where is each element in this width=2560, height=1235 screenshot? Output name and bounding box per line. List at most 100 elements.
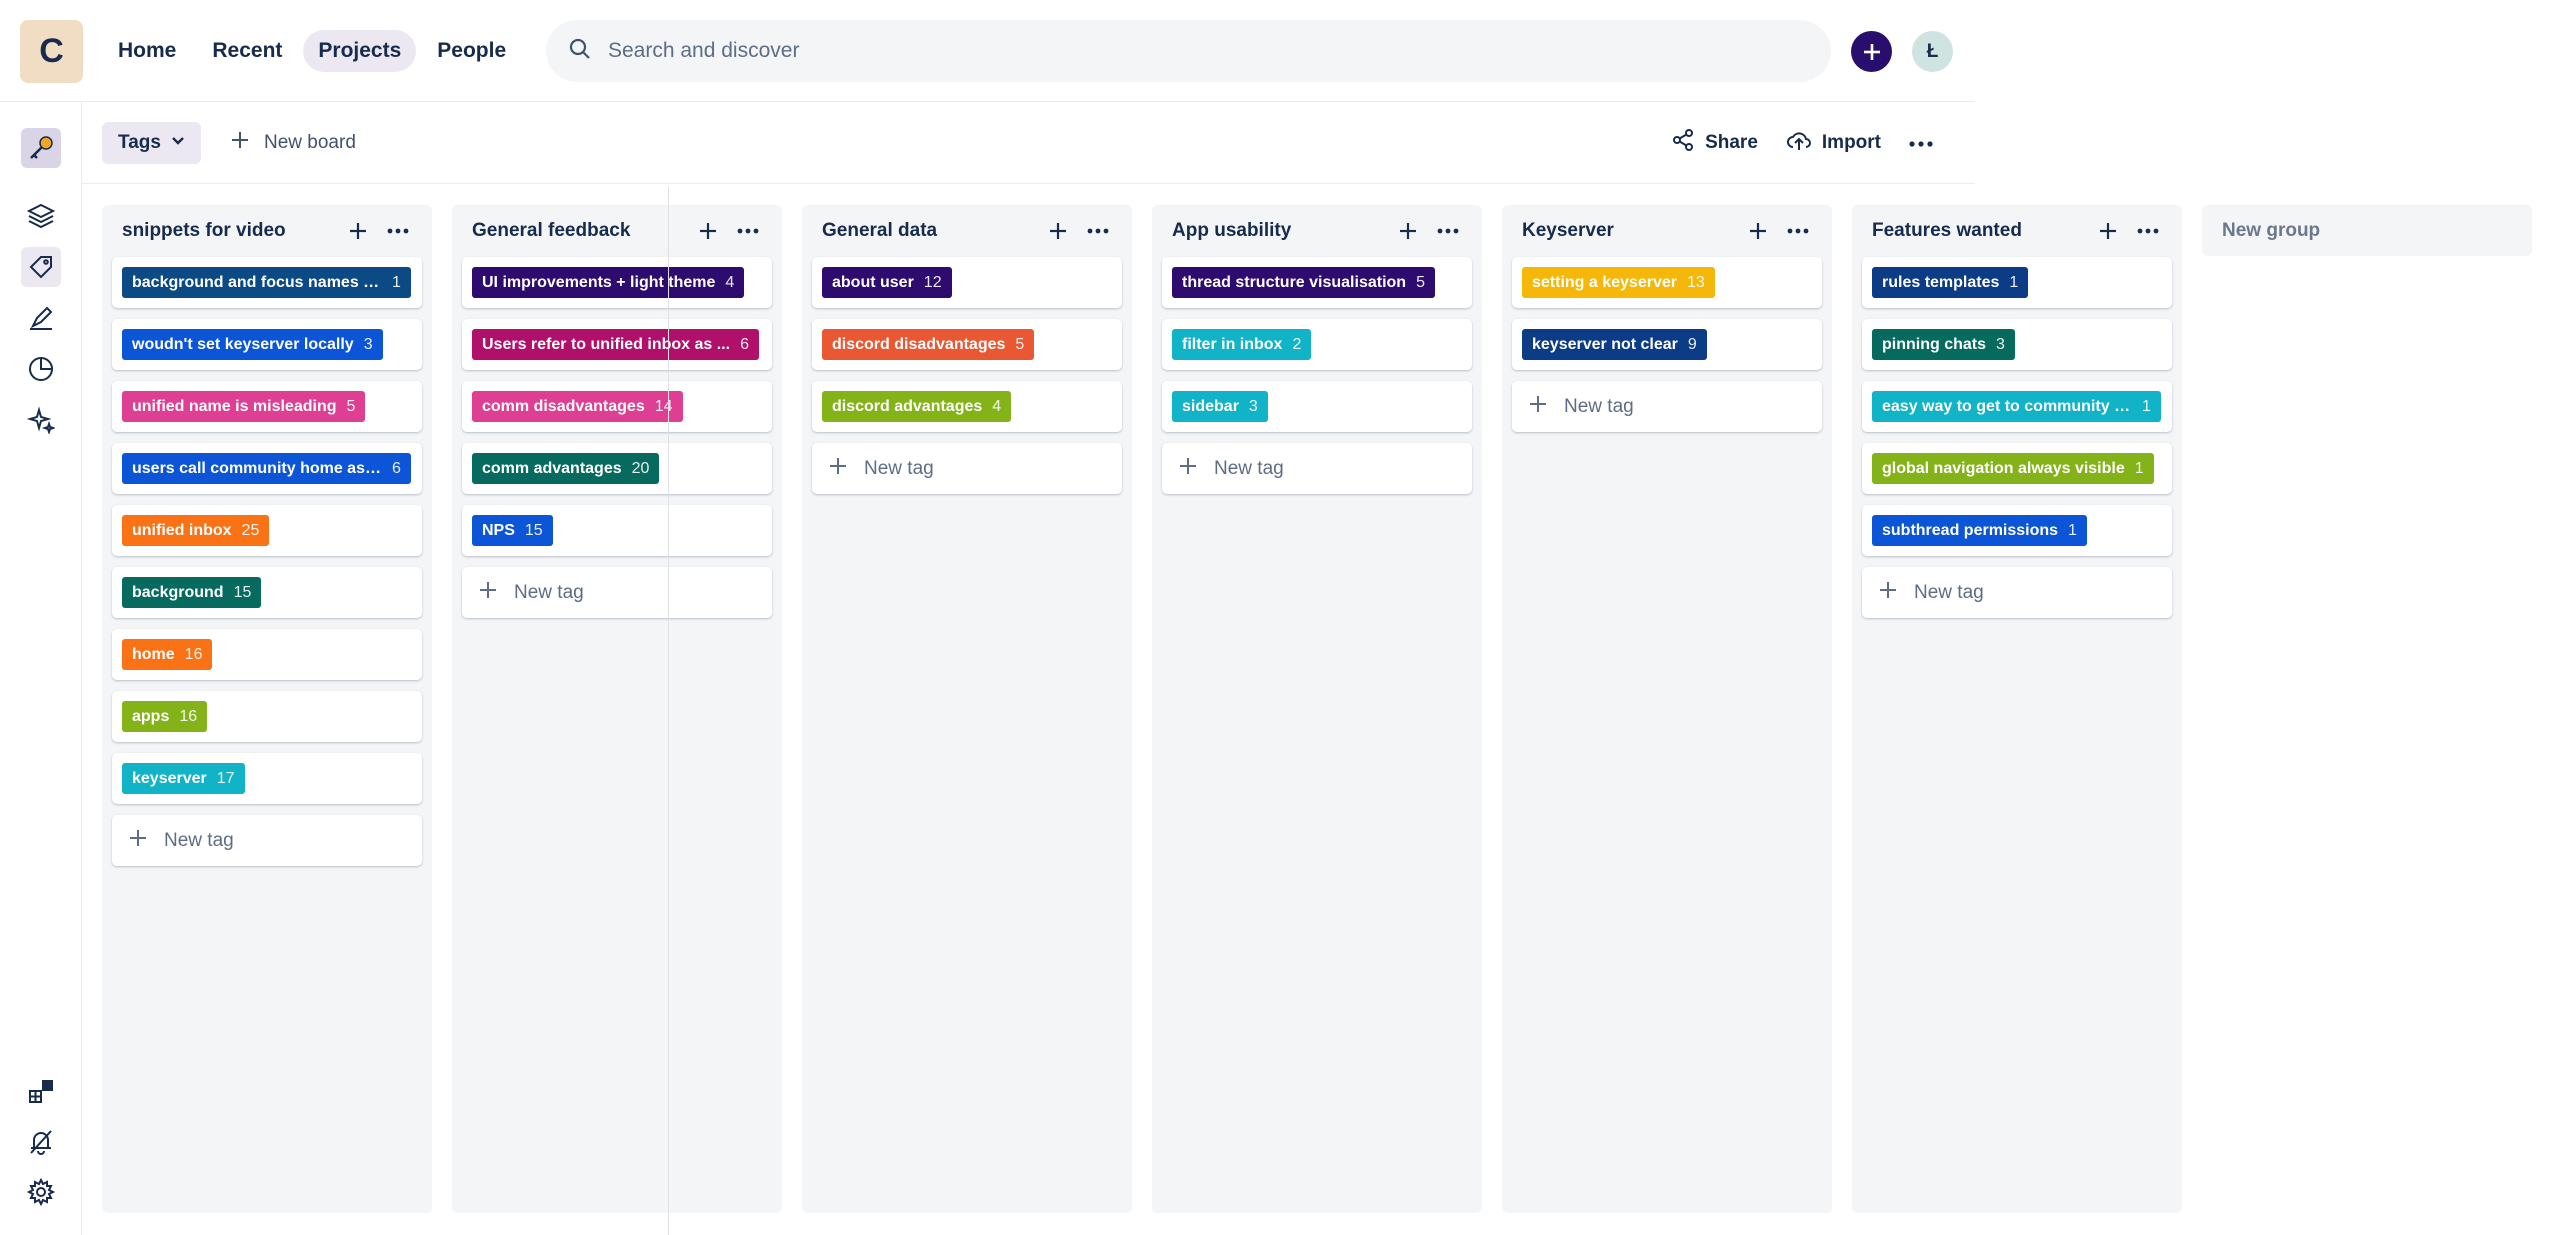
tag-card[interactable]: unified name is misleading 5 — [112, 381, 422, 432]
tag-chip[interactable]: sidebar 3 — [1172, 391, 1268, 422]
tag-card[interactable]: background 15 — [112, 567, 422, 618]
tag-chip[interactable]: NPS 15 — [472, 515, 553, 546]
tag-card[interactable]: thread structure visualisation 5 — [1162, 257, 1472, 308]
column-more-icon[interactable] — [1784, 217, 1812, 245]
new-board-button[interactable]: New board — [230, 122, 356, 164]
tag-card[interactable]: comm disadvantages 14 — [462, 381, 772, 432]
add-tag-plus-icon[interactable] — [694, 217, 722, 245]
tag-card[interactable]: keyserver 17 — [112, 753, 422, 804]
tags-icon[interactable] — [21, 247, 61, 287]
tag-card[interactable]: rules templates 1 — [1862, 257, 2172, 308]
tag-card[interactable]: discord disadvantages 5 — [812, 319, 1122, 370]
search-bar[interactable] — [546, 20, 1831, 82]
search-input[interactable] — [608, 39, 1708, 63]
add-tag-plus-icon[interactable] — [344, 217, 372, 245]
nav-recent[interactable]: Recent — [212, 39, 283, 62]
tag-chip[interactable]: subthread permissions 1 — [1872, 515, 2087, 546]
tag-chip[interactable]: global navigation always visible 1 — [1872, 453, 2154, 484]
add-tag-plus-icon[interactable] — [1044, 217, 1072, 245]
tag-chip[interactable]: apps 16 — [122, 701, 208, 732]
tag-chip[interactable]: about user 12 — [822, 267, 952, 298]
column-title[interactable]: Features wanted — [1872, 220, 2022, 241]
sparkles-icon[interactable] — [21, 400, 61, 440]
more-options-button[interactable] — [1909, 122, 1933, 164]
nav-projects[interactable]: Projects — [303, 30, 417, 72]
add-tag-plus-icon[interactable] — [1744, 217, 1772, 245]
tag-card[interactable]: subthread permissions 1 — [1862, 505, 2172, 556]
highlighter-icon[interactable] — [21, 298, 61, 338]
tag-chip[interactable]: filter in inbox 2 — [1172, 329, 1312, 360]
tag-card[interactable]: pinning chats 3 — [1862, 319, 2172, 370]
tag-chip[interactable]: thread structure visualisation 5 — [1172, 267, 1435, 298]
tag-chip[interactable]: comm disadvantages 14 — [472, 391, 683, 422]
tag-card[interactable]: apps 16 — [112, 691, 422, 742]
tag-chip[interactable]: easy way to get to community f... 1 — [1872, 391, 2161, 422]
import-button[interactable]: Import — [1786, 122, 1881, 164]
tag-card[interactable]: setting a keyserver 13 — [1512, 257, 1822, 308]
tag-card[interactable]: global navigation always visible 1 — [1862, 443, 2172, 494]
layers-icon[interactable] — [21, 196, 61, 236]
tag-card[interactable]: discord advantages 4 — [812, 381, 1122, 432]
tag-card[interactable]: users call community home as ... 6 — [112, 443, 422, 494]
tag-card[interactable]: about user 12 — [812, 257, 1122, 308]
tag-card[interactable]: easy way to get to community f... 1 — [1862, 381, 2172, 432]
tag-chip[interactable]: users call community home as ... 6 — [122, 453, 411, 484]
tag-chip[interactable]: UI improvements + light theme 4 — [472, 267, 745, 298]
tag-chip[interactable]: background and focus names a... 1 — [122, 267, 411, 298]
tag-chip[interactable]: discord advantages 4 — [822, 391, 1012, 422]
column-more-icon[interactable] — [384, 217, 412, 245]
tag-chip[interactable]: pinning chats 3 — [1872, 329, 2015, 360]
tag-chip[interactable]: keyserver 17 — [122, 763, 245, 794]
tag-chip[interactable]: setting a keyserver 13 — [1522, 267, 1715, 298]
tag-chip[interactable]: rules templates 1 — [1872, 267, 2029, 298]
workspace-logo[interactable]: C — [20, 20, 83, 83]
new-tag-button[interactable]: New tag — [1162, 443, 1472, 494]
tag-card[interactable]: unified inbox 25 — [112, 505, 422, 556]
column-title[interactable]: App usability — [1172, 220, 1292, 241]
tag-chip[interactable]: unified name is misleading 5 — [122, 391, 366, 422]
tags-dropdown-button[interactable]: Tags — [102, 122, 201, 164]
share-button[interactable]: Share — [1671, 122, 1758, 164]
column-title[interactable]: General data — [822, 220, 938, 241]
new-group-button[interactable]: New group — [2202, 205, 2532, 256]
tag-card[interactable]: filter in inbox 2 — [1162, 319, 1472, 370]
nav-home[interactable]: Home — [118, 39, 177, 62]
pie-chart-icon[interactable] — [21, 349, 61, 389]
column-more-icon[interactable] — [734, 217, 762, 245]
add-tag-plus-icon[interactable] — [1394, 217, 1422, 245]
tag-chip[interactable]: discord disadvantages 5 — [822, 329, 1035, 360]
tag-card[interactable]: keyserver not clear 9 — [1512, 319, 1822, 370]
notifications-off-icon[interactable] — [21, 1122, 61, 1162]
tag-card[interactable]: sidebar 3 — [1162, 381, 1472, 432]
new-tag-button[interactable]: New tag — [462, 567, 772, 618]
tag-card[interactable]: comm advantages 20 — [462, 443, 772, 494]
column-title[interactable]: snippets for video — [122, 220, 286, 241]
tag-chip[interactable]: comm advantages 20 — [472, 453, 660, 484]
create-button[interactable] — [1851, 31, 1892, 72]
column-title[interactable]: General feedback — [472, 220, 631, 241]
new-tag-button[interactable]: New tag — [1512, 381, 1822, 432]
tag-card[interactable]: NPS 15 — [462, 505, 772, 556]
tag-card[interactable]: woudn't set keyserver locally 3 — [112, 319, 422, 370]
tag-card[interactable]: home 16 — [112, 629, 422, 680]
apps-grid-icon[interactable] — [21, 1072, 61, 1112]
tag-card[interactable]: UI improvements + light theme 4 — [462, 257, 772, 308]
new-tag-button[interactable]: New tag — [1862, 567, 2172, 618]
tag-chip[interactable]: background 15 — [122, 577, 262, 608]
user-avatar[interactable]: Ł — [1912, 31, 1953, 72]
tag-card[interactable]: background and focus names a... 1 — [112, 257, 422, 308]
key-app-icon[interactable] — [21, 128, 61, 168]
column-more-icon[interactable] — [1084, 217, 1112, 245]
new-tag-button[interactable]: New tag — [112, 815, 422, 866]
column-more-icon[interactable] — [2134, 217, 2162, 245]
new-tag-button[interactable]: New tag — [812, 443, 1122, 494]
tag-chip[interactable]: woudn't set keyserver locally 3 — [122, 329, 383, 360]
tag-chip[interactable]: home 16 — [122, 639, 213, 670]
add-tag-plus-icon[interactable] — [2094, 217, 2122, 245]
nav-people[interactable]: People — [437, 39, 507, 62]
tag-card[interactable]: Users refer to unified inbox as ... 6 — [462, 319, 772, 370]
settings-gear-icon[interactable] — [21, 1172, 61, 1212]
column-more-icon[interactable] — [1434, 217, 1462, 245]
tag-chip[interactable]: unified inbox 25 — [122, 515, 270, 546]
column-title[interactable]: Keyserver — [1522, 220, 1614, 241]
